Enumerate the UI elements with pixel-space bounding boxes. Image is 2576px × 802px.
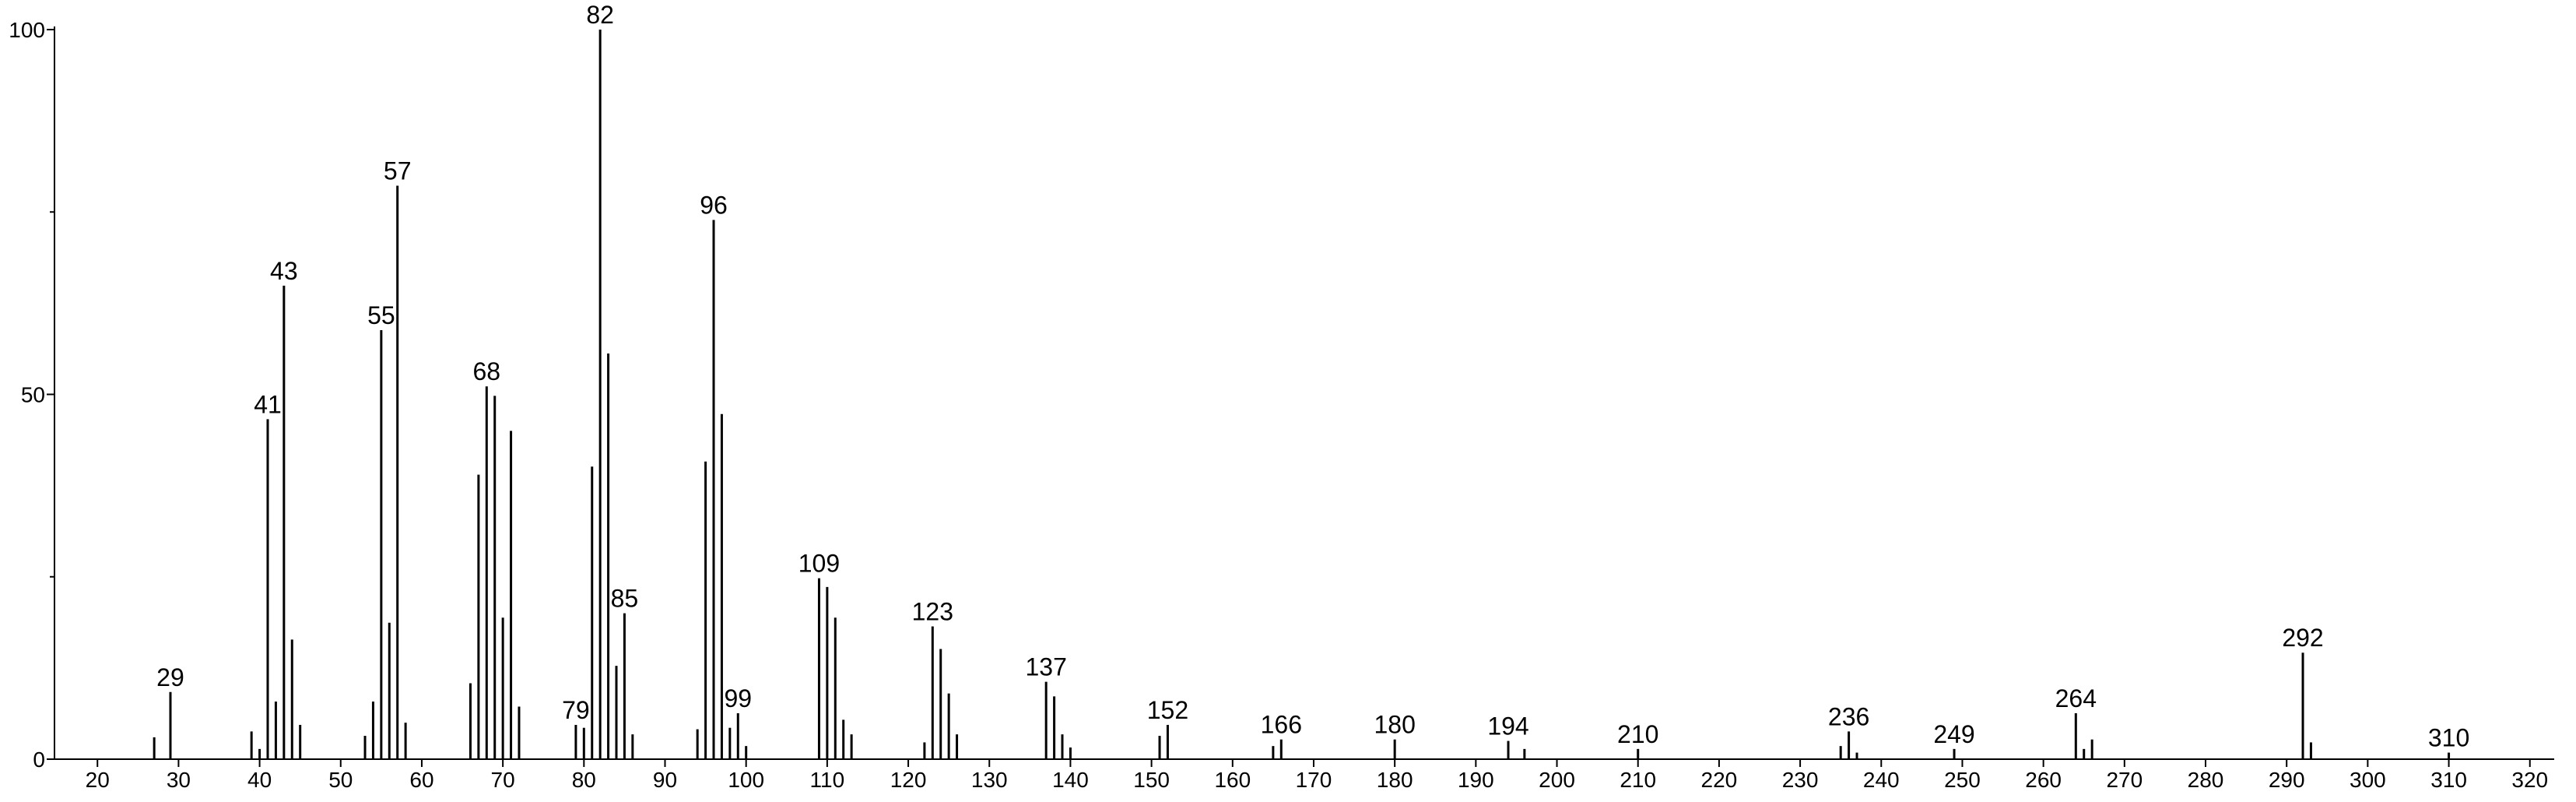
peak-label: 85 (611, 585, 639, 613)
peak-label: 109 (798, 550, 840, 578)
y-tick-label: 100 (9, 18, 45, 42)
peak-label: 310 (2428, 724, 2469, 752)
peak-label: 292 (2282, 624, 2323, 652)
x-tick-label: 210 (1620, 768, 1656, 792)
peak-label: 137 (1025, 653, 1066, 681)
x-tick-label: 310 (2430, 768, 2467, 792)
peak-label: 236 (1828, 702, 1869, 730)
peak-label: 264 (2055, 684, 2097, 712)
peak-label: 43 (270, 257, 298, 285)
x-tick-label: 290 (2269, 768, 2305, 792)
x-tick-label: 150 (1133, 768, 1170, 792)
x-tick-label: 220 (1701, 768, 1738, 792)
peak-label: 41 (254, 390, 282, 418)
peak-label: 249 (1933, 720, 1974, 748)
peak-label: 68 (473, 357, 501, 385)
x-tick-label: 20 (86, 768, 110, 792)
peak-label: 96 (700, 192, 728, 220)
x-tick-label: 300 (2350, 768, 2386, 792)
x-tick-label: 160 (1214, 768, 1251, 792)
x-tick-label: 30 (167, 768, 191, 792)
x-tick-label: 320 (2511, 768, 2548, 792)
peak-label: 57 (384, 157, 412, 185)
x-tick-label: 80 (572, 768, 596, 792)
y-tick-label: 50 (21, 383, 45, 407)
x-tick-label: 260 (2025, 768, 2062, 792)
x-tick-label: 230 (1782, 768, 1819, 792)
x-tick-label: 170 (1296, 768, 1332, 792)
x-tick-label: 50 (328, 768, 353, 792)
x-tick-label: 250 (1944, 768, 1981, 792)
x-tick-label: 130 (971, 768, 1008, 792)
x-tick-label: 270 (2106, 768, 2143, 792)
x-tick-label: 90 (653, 768, 677, 792)
peak-label: 82 (586, 1, 614, 29)
peak-label: 123 (912, 597, 953, 625)
x-tick-label: 110 (810, 768, 845, 792)
peak-label: 29 (156, 663, 184, 691)
x-tick-label: 70 (491, 768, 515, 792)
peak-label: 79 (562, 696, 590, 724)
peak-label: 210 (1617, 720, 1658, 748)
x-tick-label: 190 (1458, 768, 1494, 792)
x-tick-label: 180 (1377, 768, 1413, 792)
x-tick-label: 200 (1539, 768, 1575, 792)
peak-label: 180 (1374, 711, 1415, 739)
x-tick-label: 60 (409, 768, 433, 792)
peak-label: 55 (367, 301, 395, 329)
x-tick-label: 280 (2188, 768, 2224, 792)
x-tick-label: 240 (1863, 768, 1900, 792)
peak-label: 99 (724, 684, 752, 712)
x-tick-label: 120 (890, 768, 927, 792)
peak-label: 194 (1487, 712, 1528, 740)
x-tick-label: 40 (247, 768, 272, 792)
y-tick-label: 0 (33, 747, 45, 772)
peak-label: 152 (1147, 696, 1188, 724)
peak-label: 166 (1261, 711, 1302, 739)
x-tick-label: 140 (1052, 768, 1089, 792)
x-tick-label: 100 (728, 768, 764, 792)
